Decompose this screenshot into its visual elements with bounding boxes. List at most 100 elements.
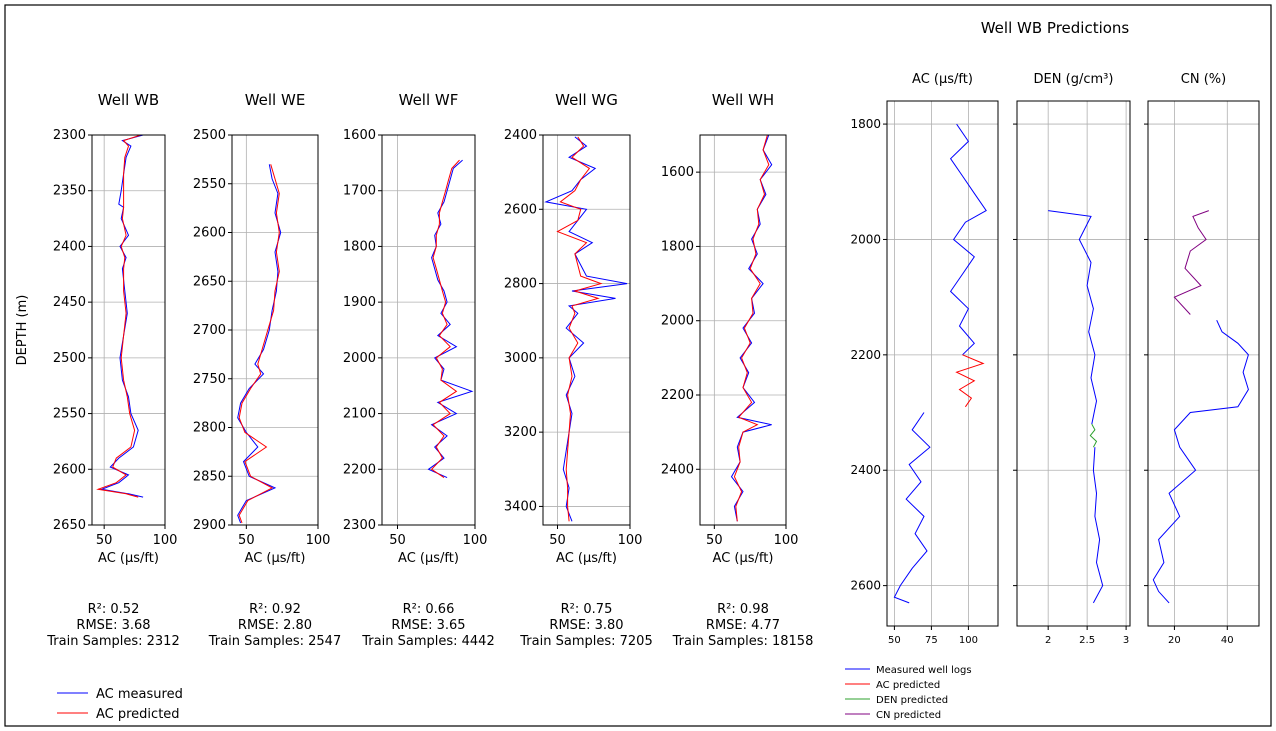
x-axis-label: AC (μs/ft): [245, 551, 306, 566]
series-line: [238, 164, 280, 524]
y-tick-label: 2000: [661, 314, 694, 329]
x-tick-label: 20: [1168, 635, 1181, 646]
x-axis-label: AC (μs/ft): [398, 551, 459, 566]
stat-line: R²: 0.66: [403, 602, 455, 617]
panel-8: CN (%) 20 40: [1144, 72, 1260, 646]
stat-line: RMSE: 2.80: [238, 618, 312, 633]
x-tick-label: 2: [1045, 635, 1051, 646]
plot-area: [542, 134, 631, 526]
plot-area: [886, 100, 999, 627]
right-section-title: Well WB Predictions: [981, 19, 1130, 37]
series-line: [1089, 423, 1098, 448]
series-line: [1173, 210, 1209, 315]
y-tick-label: 2350: [53, 184, 86, 199]
panel-title: Well WF: [399, 91, 459, 109]
y-tick-label: 2550: [53, 407, 86, 422]
y-tick-label: 2400: [504, 128, 537, 143]
x-tick-label: 50: [888, 635, 901, 646]
series-line: [730, 134, 773, 522]
y-tick-label: 2600: [504, 202, 537, 217]
y-tick-label: 2700: [193, 323, 226, 338]
figure-border: [4, 4, 1272, 727]
plot-area: [1016, 100, 1131, 627]
stat-line: Train Samples: 7205: [519, 634, 652, 649]
y-tick-label: 1800: [343, 239, 376, 254]
y-tick-label: 2400: [661, 462, 694, 477]
y-tick-label: 2800: [504, 277, 537, 292]
legend-left: AC measured AC predicted: [57, 687, 183, 722]
series-line: [949, 123, 987, 356]
panel-1: Well WB 50 100 2300 2350 2400 2450 2500 2550 2600…: [15, 91, 180, 649]
x-tick-label: 40: [1221, 635, 1234, 646]
legend-label: AC measured: [96, 687, 183, 702]
x-tick-label: 50: [706, 533, 723, 548]
y-tick-label: 2400: [53, 239, 86, 254]
x-axis-label: AC (μs/ft): [98, 551, 159, 566]
x-tick-label: 50: [389, 533, 406, 548]
y-tick-label: 2200: [850, 348, 881, 362]
x-tick-label: 50: [96, 533, 113, 548]
stat-line: Train Samples: 18158: [672, 634, 814, 649]
x-tick-label: 100: [774, 533, 799, 548]
stat-line: R²: 0.98: [717, 602, 769, 617]
panel-2: Well WE 50 100 2500 2550 2600 2650 2700 2750 2800…: [193, 91, 341, 649]
y-tick-label: 2750: [193, 372, 226, 387]
y-tick-label: 3400: [504, 499, 537, 514]
stat-line: RMSE: 3.68: [76, 618, 150, 633]
plot-area: [1147, 100, 1260, 627]
plot-area: [699, 134, 787, 526]
y-tick-label: 2000: [850, 232, 881, 246]
y-tick-label: 2400: [850, 463, 881, 477]
panel-7: DEN (g/cm³) 2 2.5 3: [1013, 72, 1131, 646]
series-line: [1048, 210, 1098, 425]
y-tick-label: 3200: [504, 425, 537, 440]
y-tick-label: 2850: [193, 469, 226, 484]
stat-line: Train Samples: 4442: [361, 634, 494, 649]
panel-title: Well WG: [555, 91, 618, 109]
y-tick-label: 2500: [53, 351, 86, 366]
y-tick-label: 2200: [343, 462, 376, 477]
legend-label: CN predicted: [876, 710, 941, 721]
panel-title: Well WB: [98, 91, 159, 109]
x-tick-label: 100: [618, 533, 643, 548]
plot-area: [91, 134, 166, 526]
series-line: [893, 412, 931, 604]
stat-line: R²: 0.52: [88, 602, 140, 617]
panel-title: AC (μs/ft): [912, 72, 973, 87]
y-tick-label: 2900: [193, 518, 226, 533]
x-tick-label: 100: [306, 533, 331, 548]
stat-line: R²: 0.92: [249, 602, 301, 617]
y-tick-label: 2600: [850, 579, 881, 593]
y-tick-label: 2650: [53, 518, 86, 533]
series-line: [99, 134, 144, 498]
y-tick-label: 2800: [193, 421, 226, 436]
y-tick-label: 2300: [53, 128, 86, 143]
panel-3: Well WF 50 100 1600 1700 1800 1900 2000 2100 2200…: [343, 91, 495, 649]
stat-line: RMSE: 3.65: [391, 618, 465, 633]
stat-line: RMSE: 3.80: [549, 618, 623, 633]
x-tick-label: 100: [153, 533, 178, 548]
plot-area: [381, 134, 476, 526]
y-tick-label: 2450: [53, 295, 86, 310]
series-line: [955, 354, 985, 408]
legend-label: AC predicted: [876, 680, 940, 691]
y-tick-label: 1700: [343, 184, 376, 199]
panel-title: DEN (g/cm³): [1034, 72, 1114, 87]
y-tick-label: 2650: [193, 274, 226, 289]
series-line: [430, 159, 460, 479]
y-tick-label: 2100: [343, 407, 376, 422]
series-line: [733, 134, 770, 522]
x-tick-label: 100: [463, 533, 488, 548]
x-tick-label: 2.5: [1079, 635, 1095, 646]
y-tick-label: 2200: [661, 388, 694, 403]
y-tick-label: 2500: [193, 128, 226, 143]
y-tick-label: 2300: [343, 518, 376, 533]
y-tick-label: 2600: [53, 462, 86, 477]
x-tick-label: 50: [238, 533, 255, 548]
x-tick-label: 3: [1123, 635, 1129, 646]
x-tick-label: 100: [959, 635, 978, 646]
y-tick-label: 2600: [193, 226, 226, 241]
y-tick-label: 1600: [343, 128, 376, 143]
x-axis-label: AC (μs/ft): [556, 551, 617, 566]
